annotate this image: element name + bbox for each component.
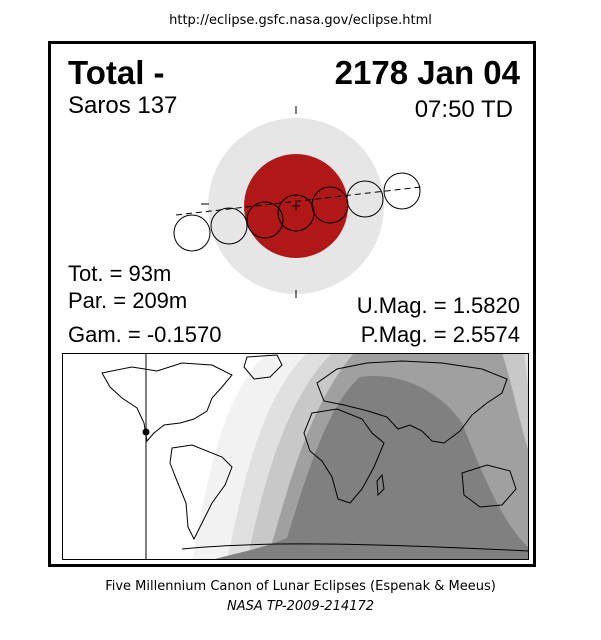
nasa-reference: NASA TP-2009-214172 bbox=[226, 599, 375, 614]
totality-duration: Tot. = 93m bbox=[68, 261, 172, 286]
continent-antarctica bbox=[181, 543, 529, 552]
continent-south-america bbox=[169, 444, 233, 541]
eclipse-panel: Total - 2178 Jan 04 Saros 137 07:50 TD T… bbox=[48, 41, 536, 567]
moon-path bbox=[175, 186, 422, 216]
penumbral-magnitude: P.Mag. = 2.5574 bbox=[360, 322, 520, 347]
eclipse-geometry-diagram bbox=[173, 106, 422, 298]
continent-greenland bbox=[243, 354, 283, 380]
gamma-value: Gam. = -0.1570 bbox=[68, 322, 222, 347]
sub-lunar-point bbox=[142, 428, 150, 436]
continent-madagascar bbox=[376, 473, 385, 497]
map-border bbox=[62, 353, 529, 560]
moon-position-u2 bbox=[246, 201, 284, 239]
continent-africa bbox=[303, 408, 385, 504]
moon-position-u4 bbox=[346, 180, 384, 218]
eclipse-type: Total - bbox=[68, 54, 165, 91]
continent-eurasia bbox=[316, 360, 508, 444]
saros-number: Saros 137 bbox=[68, 92, 178, 119]
moon-position-p1 bbox=[173, 214, 211, 252]
umbral-magnitude: U.Mag. = 1.5820 bbox=[356, 293, 520, 318]
visibility-world-map bbox=[62, 353, 529, 560]
continent-north-america bbox=[101, 362, 233, 443]
visibility-zone-5 bbox=[212, 376, 529, 560]
eclipse-date: 2178 Jan 04 bbox=[334, 54, 520, 91]
partial-duration: Par. = 209m bbox=[68, 288, 188, 313]
source-url: http://eclipse.gsfc.nasa.gov/eclipse.htm… bbox=[169, 13, 432, 28]
continent-australia bbox=[461, 464, 517, 508]
moon-position-u1 bbox=[210, 207, 248, 245]
moon-position-p4 bbox=[383, 172, 421, 210]
greatest-eclipse-time: 07:50 TD bbox=[414, 96, 513, 123]
canon-credit: Five Millennium Canon of Lunar Eclipses … bbox=[105, 579, 496, 594]
